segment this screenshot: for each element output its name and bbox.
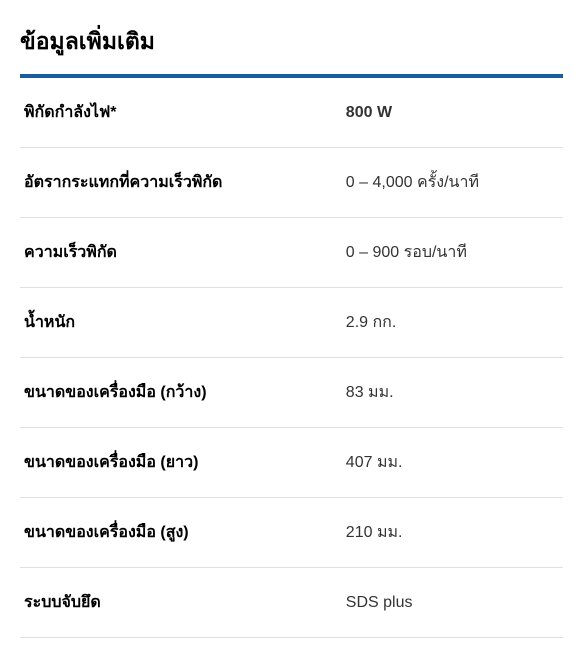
table-row: ขนาดของเครื่องมือ (สูง) 210 มม. xyxy=(20,498,563,568)
spec-label: ขนาดของเครื่องมือ (กว้าง) xyxy=(20,358,346,428)
spec-value: 2.9 กก. xyxy=(346,288,563,358)
spec-label: ขนาดของเครื่องมือ (สูง) xyxy=(20,498,346,568)
spec-table: พิกัดกำลังไฟ* 800 W อัตรากระแทกที่ความเร… xyxy=(20,78,563,638)
spec-value: 83 มม. xyxy=(346,358,563,428)
table-row: ขนาดของเครื่องมือ (กว้าง) 83 มม. xyxy=(20,358,563,428)
spec-value: 210 มม. xyxy=(346,498,563,568)
spec-value: 0 – 4,000 ครั้ง/นาที xyxy=(346,148,563,218)
table-row: น้ำหนัก 2.9 กก. xyxy=(20,288,563,358)
spec-label: พิกัดกำลังไฟ* xyxy=(20,78,346,148)
section-title: ข้อมูลเพิ่มเติม xyxy=(20,24,563,60)
table-row: ขนาดของเครื่องมือ (ยาว) 407 มม. xyxy=(20,428,563,498)
spec-label: ความเร็วพิกัด xyxy=(20,218,346,288)
spec-value: 0 – 900 รอบ/นาที xyxy=(346,218,563,288)
table-row: ความเร็วพิกัด 0 – 900 รอบ/นาที xyxy=(20,218,563,288)
spec-value: 407 มม. xyxy=(346,428,563,498)
spec-value: 800 W xyxy=(346,78,563,148)
spec-label: ขนาดของเครื่องมือ (ยาว) xyxy=(20,428,346,498)
spec-label: อัตรากระแทกที่ความเร็วพิกัด xyxy=(20,148,346,218)
spec-label: น้ำหนัก xyxy=(20,288,346,358)
spec-label: ระบบจับยึด xyxy=(20,568,346,638)
table-row: พิกัดกำลังไฟ* 800 W xyxy=(20,78,563,148)
table-row: อัตรากระแทกที่ความเร็วพิกัด 0 – 4,000 คร… xyxy=(20,148,563,218)
spec-value: SDS plus xyxy=(346,568,563,638)
table-row: ระบบจับยึด SDS plus xyxy=(20,568,563,638)
